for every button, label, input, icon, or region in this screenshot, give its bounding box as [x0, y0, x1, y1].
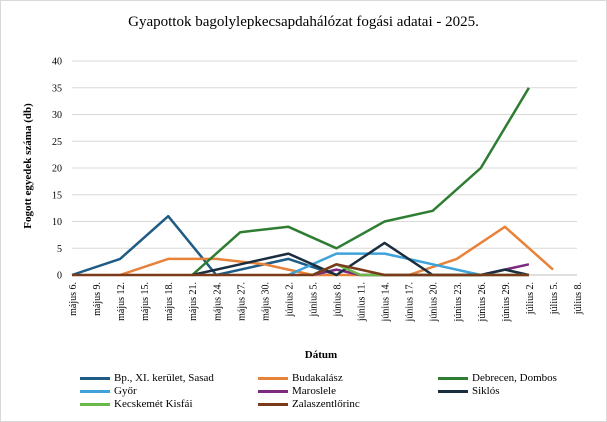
x-tick-label: június 17.	[405, 282, 416, 322]
legend-item: Budakalász	[258, 372, 343, 384]
x-tick-label: május 12.	[116, 282, 127, 321]
x-tick-label: június 11.	[357, 282, 368, 322]
y-tick-label: 5	[57, 244, 62, 255]
x-tick-label: június 23.	[453, 282, 464, 322]
legend-item: Bp., XI. kerület, Sasad	[80, 372, 214, 384]
series-line	[119, 225, 554, 277]
x-tick-label: június 8.	[333, 282, 344, 317]
legend-swatch	[258, 402, 288, 406]
x-tick-label: június 20.	[429, 282, 440, 322]
x-tick-label: május 21.	[188, 282, 199, 321]
legend-label: Budakalász	[292, 372, 343, 384]
x-tick-label: június 14.	[381, 282, 392, 322]
y-tick-label: 10	[52, 217, 62, 228]
x-tick-label: május 30.	[260, 282, 271, 321]
legend-label: Zalaszentlőrinc	[292, 398, 360, 410]
x-tick-label: május 6.	[68, 282, 79, 316]
legend-item: Maroslele	[258, 385, 336, 397]
legend-item: Zalaszentlőrinc	[258, 398, 360, 410]
legend-label: Siklós	[472, 385, 500, 397]
y-tick-label: 40	[52, 57, 62, 68]
x-tick-label: május 27.	[236, 282, 247, 321]
legend-item: Győr	[80, 385, 137, 397]
x-tick-label: június 29.	[501, 282, 512, 322]
x-tick-labels: május 6. május 9. május 12. május 15. május …	[68, 282, 584, 322]
x-tick-label: május 18.	[164, 282, 175, 321]
series-line	[72, 263, 529, 277]
legend-label: Kecskemét Kisfái	[114, 398, 193, 410]
x-tick-label: július 5.	[549, 282, 560, 315]
series-lines	[71, 87, 554, 277]
x-tick-label: július 8.	[573, 282, 584, 315]
legend-label: Győr	[114, 385, 137, 397]
series-line	[191, 87, 530, 276]
series-line	[71, 214, 337, 277]
y-tick-label: 15	[52, 190, 62, 201]
legend-label: Maroslele	[292, 385, 336, 397]
x-axis-label: Dátum	[305, 349, 337, 361]
legend-swatch	[258, 376, 288, 380]
y-tick-label: 20	[52, 164, 62, 175]
series-line	[191, 241, 530, 277]
series-line	[287, 252, 482, 277]
x-tick-label: június 26.	[477, 282, 488, 322]
y-tick-label: 30	[52, 110, 62, 121]
x-tick-label: május 15.	[140, 282, 151, 321]
legend-swatch	[80, 376, 110, 380]
x-tick-label: május 9.	[92, 282, 103, 316]
chart-title: Gyapottok bagolylepkecsapdahálózat fogás…	[128, 14, 479, 30]
y-tick-label: 35	[52, 83, 62, 94]
legend-swatch	[258, 389, 288, 393]
legend-item: Siklós	[438, 385, 500, 397]
legend-swatch	[80, 389, 110, 393]
y-axis-label: Fogott egyedek száma (db)	[22, 103, 34, 229]
legend-item: Debrecen, Dombos	[438, 372, 557, 384]
legend-swatch	[80, 402, 110, 406]
legend-swatch	[438, 376, 468, 380]
x-tick-label: június 2.	[284, 282, 295, 317]
y-tick-label: 0	[57, 271, 62, 282]
legend-swatch	[438, 389, 468, 393]
y-tick-label: 25	[52, 137, 62, 148]
grid-lines	[72, 60, 577, 276]
x-tick-label: május 24.	[212, 282, 223, 321]
legend-item: Kecskemét Kisfái	[80, 398, 193, 410]
y-tick-labels: 0 5 10 15 20 25 30 35 40	[52, 57, 62, 282]
legend-label: Debrecen, Dombos	[472, 372, 557, 384]
x-tick-label: június 5.	[308, 282, 319, 317]
x-tick-label: július 2.	[525, 282, 536, 315]
legend-label: Bp., XI. kerület, Sasad	[114, 372, 214, 384]
